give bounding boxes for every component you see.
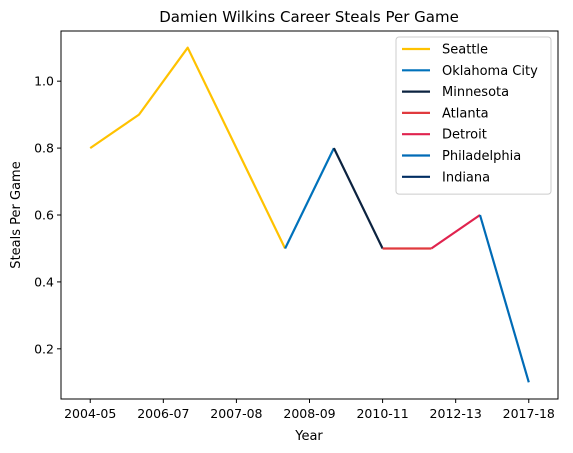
x-tick-label: 2004-05 [64,406,116,421]
x-tick-label: 2017-18 [503,406,555,421]
y-tick-label: 1.0 [34,74,54,89]
y-tick-label: 0.8 [34,141,54,156]
legend-entry-minnesota: Minnesota [442,85,509,100]
legend-box [395,36,552,195]
x-tick-label: 2010-11 [356,406,408,421]
y-tick-label: 0.4 [34,274,54,289]
y-axis: 0.2 0.4 0.6 0.8 1.0 [34,74,61,356]
legend: Seattle Oklahoma City Minnesota Atlanta Detr… [395,36,552,195]
y-tick-label: 0.6 [34,208,54,223]
series-line-detroit [430,214,481,250]
legend-entry-oklahoma-city: Oklahoma City [442,64,538,79]
legend-entry-indiana: Indiana [442,170,490,185]
series-lines [89,46,530,383]
x-axis-label: Year [294,429,323,444]
legend-entry-philadelphia: Philadelphia [442,149,521,164]
x-tick-label: 2006-07 [137,406,189,421]
legend-entry-seattle: Seattle [442,43,488,58]
legend-entry-atlanta: Atlanta [442,106,489,121]
chart-title: Damien Wilkins Career Steals Per Game [159,8,459,26]
legend-entry-detroit: Detroit [442,128,487,143]
series-line-philadelphia [478,214,530,383]
series-line-seattle [89,46,287,249]
x-tick-label: 2012-13 [430,406,482,421]
x-tick-label: 2008-09 [283,406,335,421]
x-tick-label: 2007-08 [210,406,262,421]
x-axis: 2004-05 2006-07 2007-08 2008-09 2010-11 2012-… [64,399,555,421]
series-line-minnesota [332,147,384,249]
y-tick-label: 0.2 [34,341,54,356]
y-axis-label: Steals Per Game [9,161,24,268]
series-line-oklahoma-city [284,147,335,249]
